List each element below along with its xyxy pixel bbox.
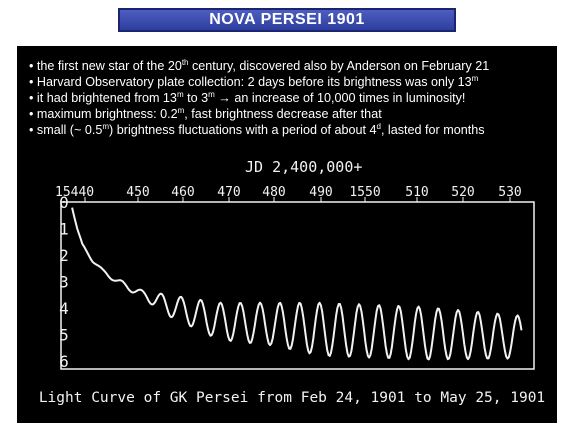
light-curve-figure: JD 2,400,000+ 15440 450 460 470 480 490 1550 510… [17, 154, 557, 423]
y-tick-label: 4 [59, 299, 69, 318]
x-tick-label: 530 [498, 185, 521, 200]
x-tick-label: 15440 [55, 185, 94, 200]
bullet-text: maximum brightness: 0.2 [36, 107, 178, 121]
bullet-text: century, discovered also by Anderson on … [188, 59, 490, 73]
slide-title: NOVA PERSEI 1901 [118, 8, 456, 32]
chart-top-label: JD 2,400,000+ [245, 158, 362, 176]
light-curve-chart: JD 2,400,000+15440 450 460 470 480 490 1550 510… [39, 158, 545, 406]
x-tick-label: 520 [451, 185, 474, 200]
bullet-item: • small (~ 0.5m) brightness fluctuations… [29, 122, 485, 138]
y-tick-label: 1 [59, 220, 69, 239]
x-tick-label: 460 [171, 185, 194, 200]
bullet-item: • the first new star of the 20th century… [29, 58, 490, 74]
bullet-text: to 3 [183, 91, 209, 105]
light-curve-series [71, 207, 523, 361]
x-tick-label: 480 [262, 185, 285, 200]
y-tick-label: 5 [59, 326, 69, 345]
bullet-superscript: m [102, 122, 110, 131]
y-tick-label: 0 [59, 193, 69, 212]
chart-caption: Light Curve of GK Persei from Feb 24, 19… [39, 390, 545, 406]
bullet-text: Harvard Observatory plate collection: 2 … [36, 75, 472, 89]
bullet-text: the first new star of the 20 [36, 59, 182, 73]
x-tick-label: 450 [126, 185, 149, 200]
bullet-superscript: m [208, 90, 215, 99]
bullet-text: → an increase of 10,000 times in luminos… [214, 91, 466, 105]
x-tick-label: 1550 [349, 185, 380, 200]
bullet-text: ) brightness fluctuations with a period … [109, 123, 377, 137]
bullet-superscript: m [177, 106, 185, 115]
x-tick-label: 490 [309, 185, 332, 200]
y-tick-label: 3 [59, 273, 69, 292]
bullet-superscript: m [176, 90, 184, 99]
bullet-item: • maximum brightness: 0.2m, fast brightn… [29, 106, 382, 122]
x-tick-label: 470 [217, 185, 240, 200]
bullet-text: , lasted for months [380, 123, 485, 137]
plot-frame [60, 201, 535, 370]
bullet-list: • the first new star of the 20th century… [29, 58, 557, 138]
bullet-superscript: m [471, 74, 479, 83]
bullet-superscript: d [376, 122, 381, 131]
bullet-item: • Harvard Observatory plate collection: … [29, 74, 479, 90]
x-tick-label: 510 [405, 185, 428, 200]
bullet-text: small (~ 0.5 [36, 123, 103, 137]
content-panel: • the first new star of the 20th century… [17, 46, 557, 423]
bullet-text: , fast brightness decrease after that [184, 107, 382, 121]
bullet-text: it had brightened from 13 [36, 91, 177, 105]
y-tick-label: 2 [59, 246, 69, 265]
bullet-superscript: th [181, 58, 189, 67]
y-tick-label: 6 [59, 352, 69, 371]
bullet-item: • it had brightened from 13m to 3m → an … [29, 90, 466, 106]
slide-title-text: NOVA PERSEI 1901 [209, 11, 365, 28]
